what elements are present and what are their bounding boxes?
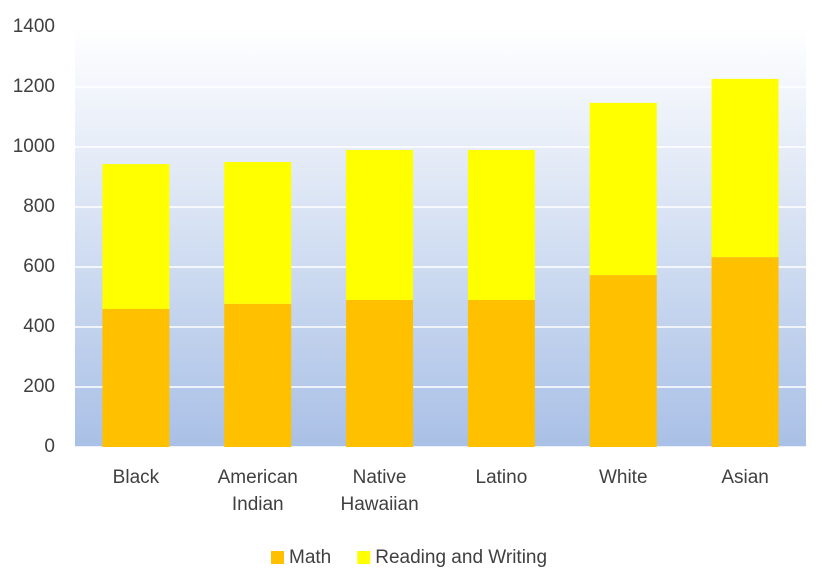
y-tick-label: 0 [44,436,55,457]
y-tick-label: 400 [23,316,55,337]
bar-segment [346,300,414,447]
bar-segment [711,257,779,447]
bar-segment [102,164,170,309]
bar-segment [346,150,414,300]
x-tick-label: Asian [721,467,769,488]
y-tick-label: 800 [23,196,55,217]
y-tick-label: 200 [23,376,55,397]
legend-label: Reading and Writing [375,547,547,568]
y-tick-label: 1400 [13,16,55,37]
bar-segment [467,300,535,447]
legend-swatch [357,551,371,564]
legend-label: Math [289,547,331,568]
x-tick-label: White [598,467,648,488]
x-tick-label: Black [112,467,160,488]
bar-segment [224,162,292,304]
bar-segment [589,275,657,447]
x-tick-label: Native Hawaiian [340,467,419,515]
y-tick-label: 1000 [13,136,55,157]
bar-segment [589,102,657,276]
plot-area [75,27,806,447]
legend-swatch [271,551,284,564]
bar-segment [102,309,170,447]
bar-segment [467,150,535,300]
x-tick-label: Latino [475,467,528,488]
y-tick-label: 600 [23,256,55,277]
bar-segment [224,303,292,447]
y-tick-label: 1200 [13,76,55,97]
bar-segment [711,78,779,258]
x-tick-label: American Indian [217,467,298,515]
